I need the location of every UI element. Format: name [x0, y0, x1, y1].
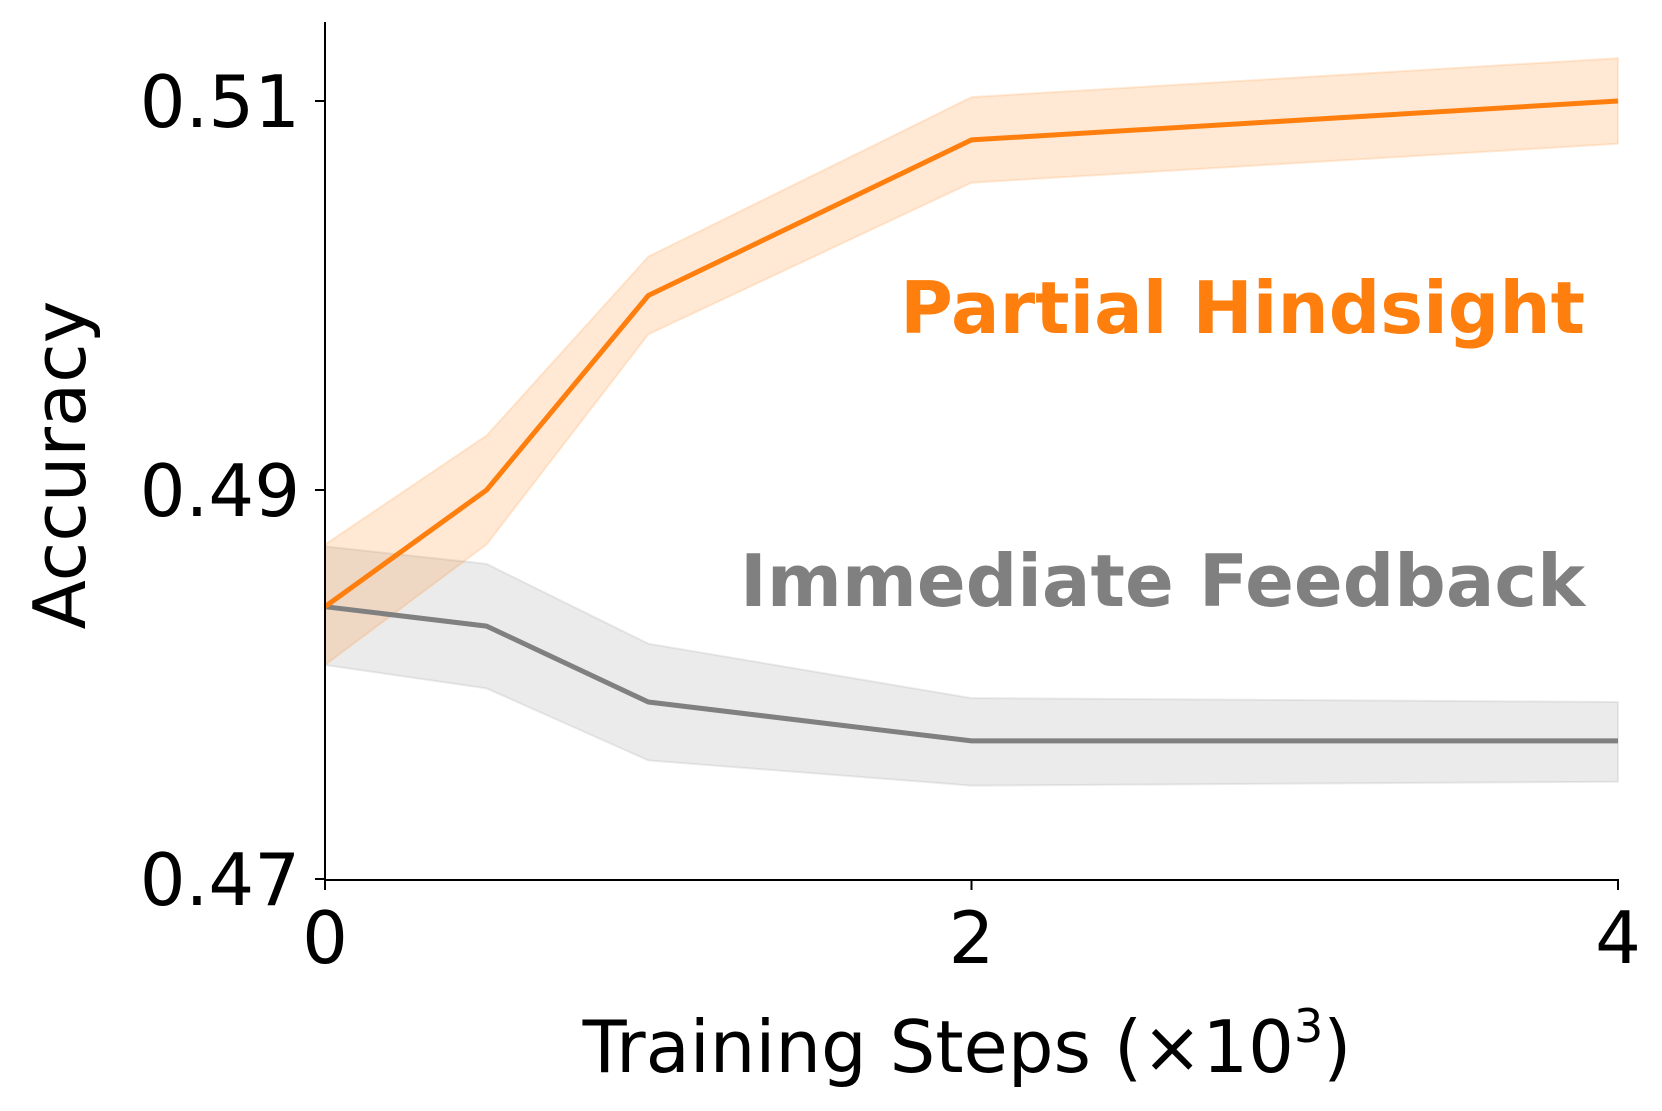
x-axis-label: Training Steps (×103)	[582, 999, 1352, 1089]
y-ticks: 0.47 0.49 0.51	[140, 60, 325, 922]
confidence-bands	[324, 57, 1619, 787]
band-immediate-feedback	[324, 545, 1619, 787]
series-label-partial-hindsight: Partial Hindsight	[900, 266, 1585, 350]
y-tick-label: 0.49	[140, 449, 300, 533]
y-tick-label: 0.47	[140, 838, 300, 922]
x-axis-label-exponent: 3	[1294, 999, 1323, 1053]
x-tick-label: 4	[1595, 896, 1641, 980]
y-axis-label: Accuracy	[18, 301, 102, 630]
x-axis-label-main: Training Steps (×10	[582, 1005, 1294, 1089]
x-ticks: 0 2 4	[302, 880, 1641, 980]
y-tick-label: 0.51	[140, 60, 300, 144]
band-partial-hindsight	[324, 57, 1619, 667]
series-label-immediate-feedback: Immediate Feedback	[740, 539, 1587, 623]
x-tick-label: 2	[949, 896, 995, 980]
x-tick-label: 0	[302, 896, 348, 980]
x-axis-label-close: )	[1323, 1005, 1351, 1089]
